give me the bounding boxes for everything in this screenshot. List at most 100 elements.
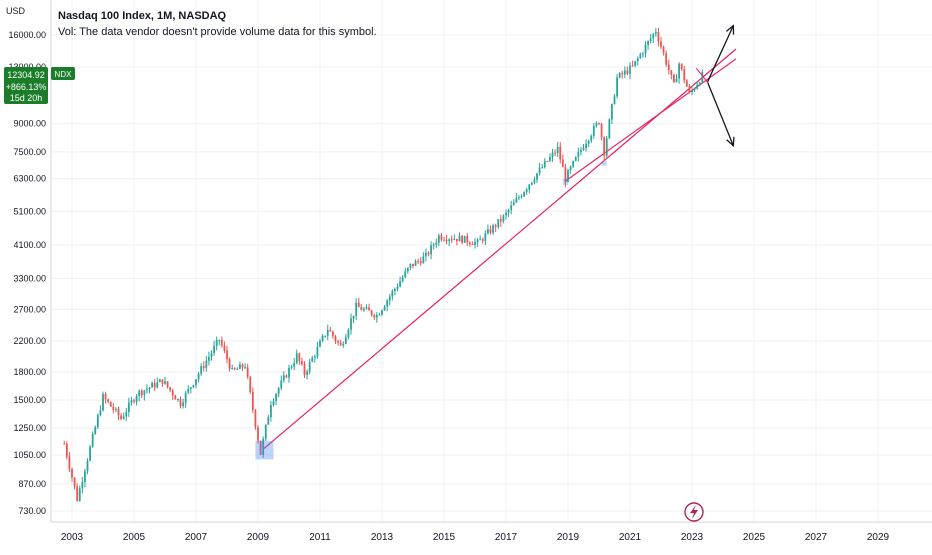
- candle-body: [662, 46, 665, 54]
- chart-title[interactable]: Nasdaq 100 Index, 1M, NASDAQ: [58, 10, 227, 22]
- candle-body: [241, 364, 244, 368]
- candle-body: [414, 260, 417, 266]
- candle-body: [680, 63, 683, 70]
- time-tick-label: 2021: [619, 532, 642, 543]
- candle-body: [81, 481, 84, 489]
- candle-body: [476, 239, 479, 242]
- candle-body: [295, 353, 298, 363]
- candle-body: [189, 387, 192, 389]
- highlight-box[interactable]: [601, 161, 607, 166]
- last-price-badge: [4, 67, 48, 104]
- candle-body: [600, 124, 603, 138]
- candle-body: [112, 406, 115, 410]
- candle-body: [639, 54, 642, 59]
- candle-body: [461, 235, 463, 243]
- candle-body: [208, 356, 210, 361]
- candle-body: [696, 84, 699, 89]
- candle-body: [466, 235, 469, 243]
- candle-body: [326, 329, 329, 336]
- candle-body: [249, 376, 252, 393]
- price-tick-label: 1250.00: [13, 423, 46, 433]
- candle-body: [683, 69, 686, 81]
- candle-body: [363, 308, 365, 311]
- candle-body: [239, 364, 241, 369]
- candle-body: [647, 41, 649, 45]
- candle-body: [306, 371, 308, 375]
- candle-body: [339, 342, 342, 346]
- candle-body: [675, 78, 678, 83]
- candle-body: [592, 125, 595, 136]
- candle-body: [636, 58, 639, 61]
- candle-body: [598, 123, 600, 125]
- price-tick-label: 3300.00: [13, 273, 46, 283]
- highlight-box[interactable]: [562, 178, 568, 185]
- candle-body: [156, 382, 159, 388]
- last-price-tag: 12304.92 +866.13% 15d 20h NDX: [4, 67, 75, 104]
- candle-body: [316, 346, 319, 357]
- candle-body: [84, 471, 86, 482]
- candle-body: [574, 157, 577, 161]
- candle-body: [223, 345, 226, 351]
- candle-body: [365, 307, 368, 309]
- candle-body: [629, 65, 631, 74]
- candle-body: [303, 364, 306, 375]
- candle-body: [450, 239, 453, 241]
- candle-body: [530, 182, 533, 185]
- candle-body: [623, 70, 626, 75]
- candle-body: [368, 307, 370, 311]
- candle-body: [445, 239, 448, 241]
- candle-body: [350, 318, 352, 330]
- currency-label: USD: [6, 6, 26, 16]
- candle-body: [430, 245, 432, 255]
- candle-body: [257, 427, 259, 441]
- candle-body: [192, 385, 195, 388]
- candle-body: [494, 225, 497, 228]
- candle-body: [409, 263, 412, 268]
- candle-body: [634, 60, 637, 66]
- candle-body: [580, 149, 582, 152]
- projection-arrow[interactable]: [706, 25, 734, 83]
- candle-body: [164, 381, 166, 384]
- candle-body: [559, 146, 562, 160]
- price-tick-label: 1050.00: [13, 450, 46, 460]
- candle-body: [481, 239, 484, 241]
- candle-body: [73, 477, 76, 487]
- candle-body: [492, 225, 494, 233]
- candle-body: [277, 388, 280, 394]
- projection-arrowhead: [725, 24, 735, 35]
- candle-body: [642, 53, 644, 55]
- candle-body: [533, 179, 536, 183]
- candle-body: [161, 379, 164, 384]
- candle-body: [233, 368, 236, 370]
- candle-body: [626, 70, 629, 74]
- last-price-value: 12304.92: [7, 70, 45, 80]
- candle-body: [422, 256, 425, 264]
- candle-body: [435, 242, 438, 245]
- candle-body: [342, 343, 345, 346]
- lightning-bolt: [690, 505, 698, 519]
- candle-body: [347, 329, 350, 338]
- candle-body: [205, 360, 208, 368]
- candle-body: [146, 388, 148, 391]
- candle-body: [528, 184, 531, 190]
- candle-body: [432, 244, 435, 246]
- trendline[interactable]: [565, 58, 737, 182]
- candle-body: [538, 167, 541, 174]
- candle-body: [471, 244, 474, 246]
- lightning-icon[interactable]: [684, 502, 704, 522]
- candle-body: [443, 239, 445, 241]
- candle-body: [228, 359, 231, 369]
- highlight-box[interactable]: [255, 440, 274, 460]
- projection-arrow[interactable]: [706, 81, 734, 147]
- candle-body: [685, 80, 688, 87]
- candle-body: [270, 404, 272, 418]
- candle-body: [195, 379, 197, 386]
- candle-body: [691, 90, 693, 93]
- candle-body: [290, 366, 293, 368]
- candle-body: [236, 368, 239, 370]
- candle-body: [135, 396, 138, 402]
- candle-body: [667, 64, 670, 71]
- candle-body: [649, 38, 652, 42]
